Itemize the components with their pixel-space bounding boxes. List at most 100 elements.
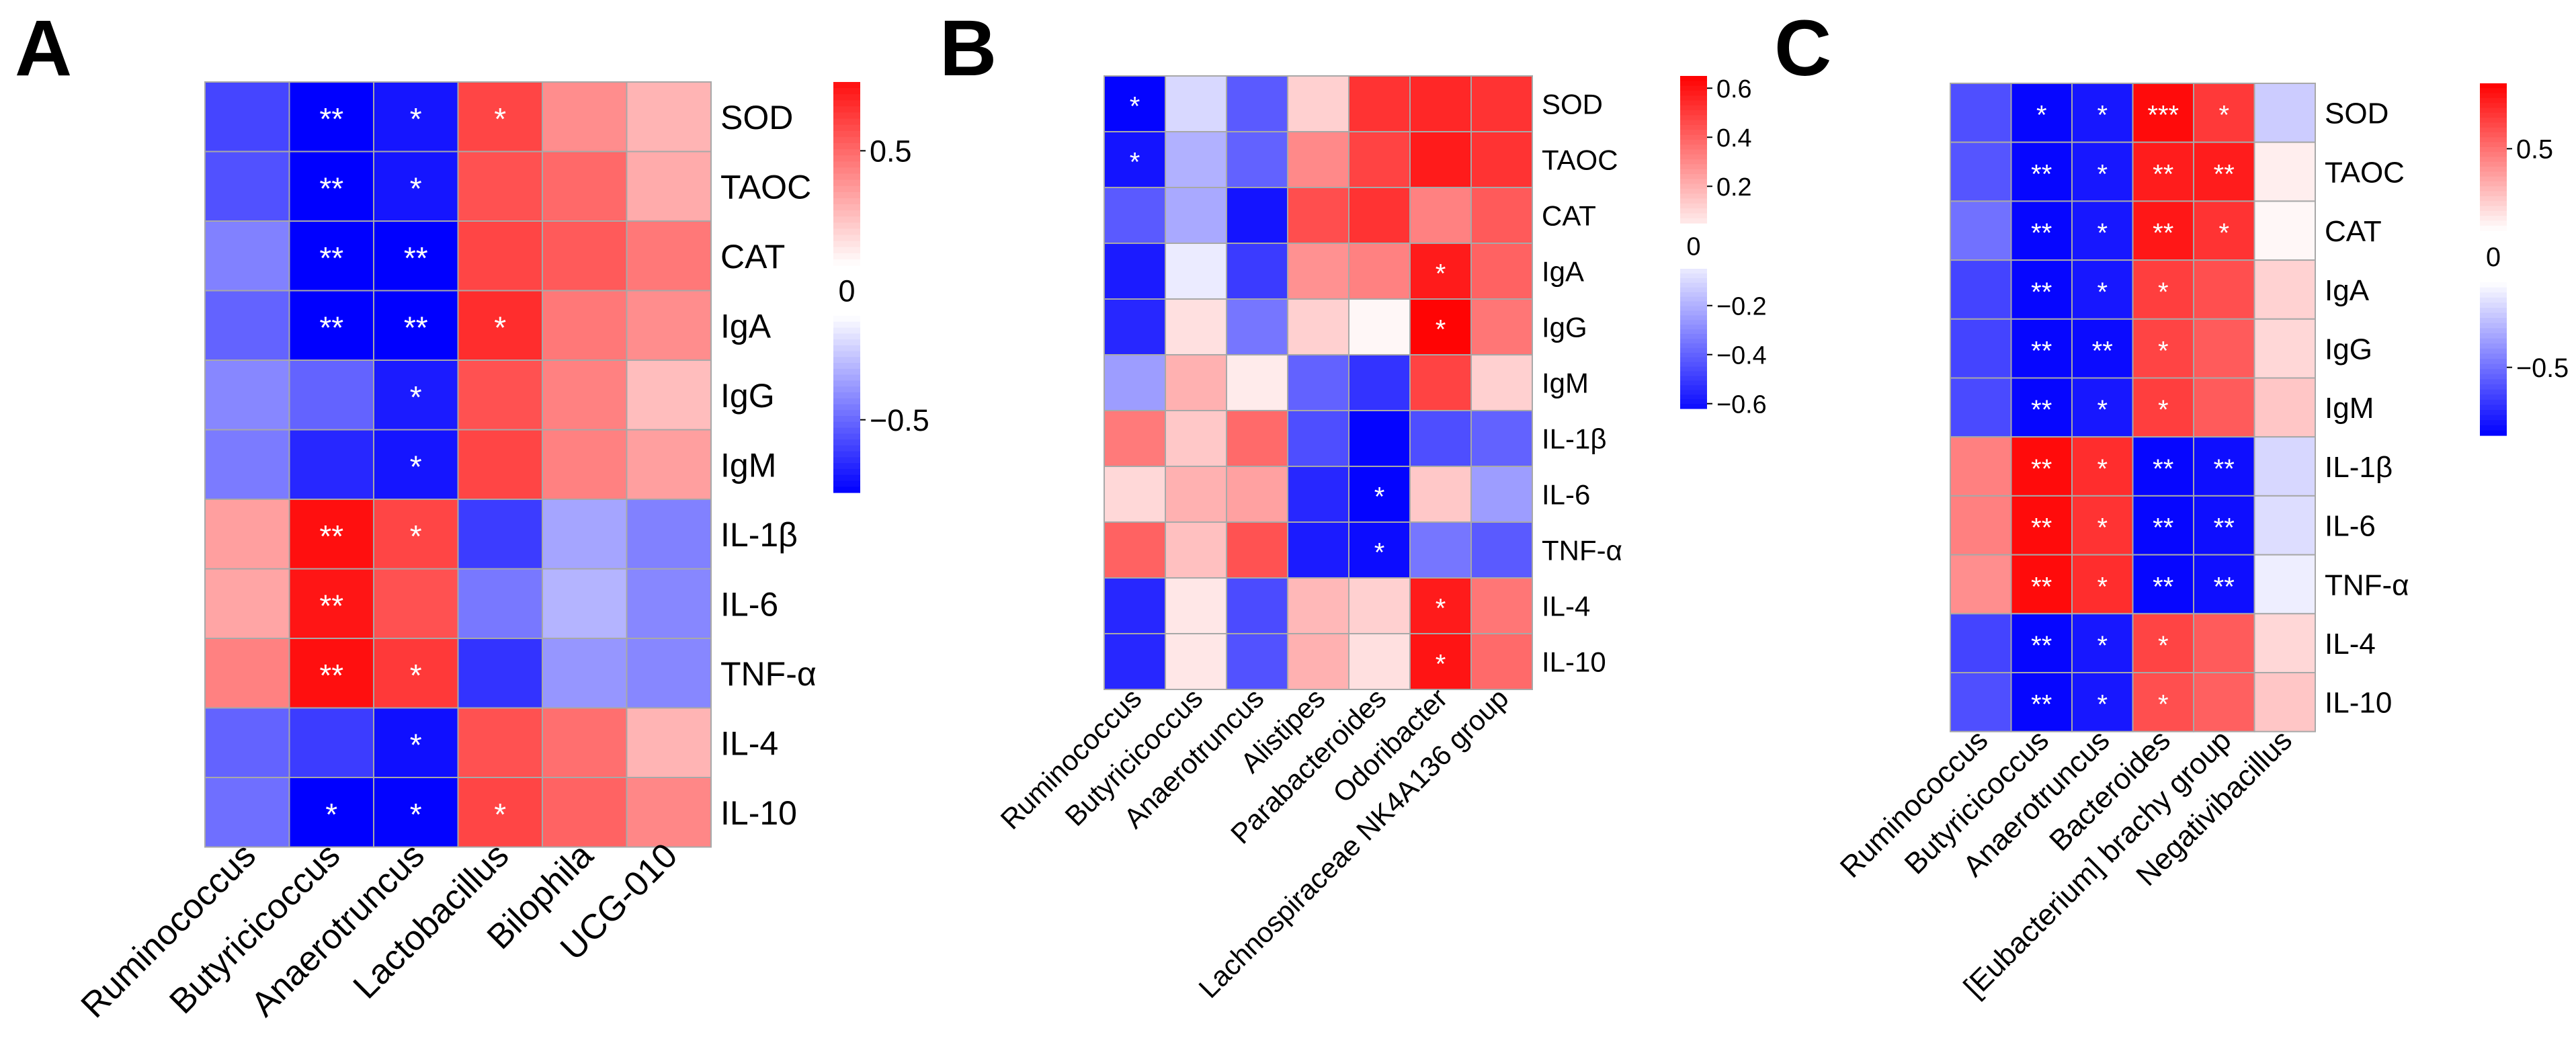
heatmap-a-cell	[204, 499, 290, 570]
colorbar-swatch	[1680, 159, 1707, 165]
colorbar-swatch	[2480, 359, 2507, 365]
heatmap-a-cell	[457, 568, 543, 639]
heatmap-c-cell	[2193, 377, 2255, 438]
heatmap-a-cell	[457, 220, 543, 292]
heatmap-b-cell	[1104, 521, 1166, 579]
heatmap-a-cell	[373, 499, 459, 570]
heatmap-a-cell	[542, 499, 628, 570]
heatmap-c-cell	[2010, 200, 2073, 261]
colorbar-swatch	[2480, 323, 2507, 329]
significance-mark: *	[2036, 101, 2047, 130]
colorbar-swatch	[2480, 394, 2507, 400]
colorbar-swatch	[2480, 142, 2507, 148]
colorbar-swatch	[1680, 174, 1707, 179]
heatmap-c-cell	[2132, 200, 2194, 261]
heatmap-b-cell	[1348, 577, 1411, 634]
colorbar-swatch	[833, 173, 860, 181]
colorbar-swatch	[833, 149, 860, 156]
significance-mark: *	[410, 380, 422, 415]
heatmap-b-row-label: TNF-α	[1542, 535, 1622, 566]
colorbar-swatch	[1680, 85, 1707, 91]
heatmap-a-cell	[626, 707, 712, 778]
colorbar-swatch	[1680, 385, 1707, 390]
heatmap-b-cell	[1104, 633, 1166, 690]
heatmap-b-cell	[1165, 187, 1227, 244]
colorbar-swatch	[1680, 371, 1707, 377]
colorbar-swatch	[1680, 287, 1707, 293]
colorbar-swatch	[1680, 105, 1707, 111]
colorbar-swatch	[833, 82, 860, 89]
colorbar-swatch	[833, 427, 860, 434]
heatmap-a-row-label: IL-4	[720, 724, 778, 762]
colorbar-swatch	[833, 130, 860, 138]
colorbar-swatch	[1680, 213, 1707, 219]
colorbar-swatch	[1680, 292, 1707, 298]
significance-mark: *	[2158, 631, 2169, 661]
heatmap-a-cell	[204, 568, 290, 639]
colorbar-swatch	[1680, 325, 1707, 330]
heatmap-c-row-label: IgA	[2325, 274, 2370, 307]
colorbar-tick-label: −0.2	[1716, 292, 1767, 321]
colorbar-swatch	[1680, 115, 1707, 121]
significance-mark: **	[319, 101, 343, 136]
heatmap-c-row-label: IL-10	[2325, 687, 2392, 720]
colorbar-swatch	[1680, 357, 1707, 363]
significance-mark: **	[2031, 395, 2052, 425]
heatmap-a-row-label: IgA	[720, 307, 772, 345]
significance-mark: *	[1436, 314, 1446, 344]
heatmap-b-cell	[1226, 354, 1288, 411]
colorbar-c: 0.5 0 −0.5	[2480, 83, 2569, 436]
heatmap-b-cell	[1104, 354, 1166, 411]
heatmap-b-cell	[1348, 298, 1411, 355]
heatmap-b-row-label: IgA	[1542, 256, 1584, 288]
colorbar-swatch	[833, 136, 860, 144]
colorbar-swatch	[833, 404, 860, 411]
colorbar-swatch	[2480, 389, 2507, 395]
significance-mark: **	[404, 310, 428, 345]
colorbar-swatch	[833, 210, 860, 217]
colorbar-swatch	[833, 374, 860, 382]
colorbar-tick-label: −0.5	[870, 403, 929, 437]
heatmap-a-cell	[626, 777, 712, 848]
colorbar-swatch	[1680, 320, 1707, 325]
heatmap-c-row-label: TNF-α	[2325, 568, 2409, 601]
colorbar-swatch	[833, 259, 860, 266]
colorbar-swatch	[833, 351, 860, 357]
heatmap-c-cell	[1950, 259, 2012, 320]
heatmap-b-cell	[1104, 298, 1166, 355]
heatmap-b-cell	[1165, 131, 1227, 188]
colorbar-swatch	[833, 88, 860, 95]
heatmap-c-cell	[1950, 495, 2012, 556]
heatmap-c: * * *** *** * ** **** * ** *** * *** ** *** * *** * ** ***…	[1834, 83, 2569, 1004]
colorbar-tick-label: −0.6	[1716, 390, 1767, 419]
colorbar-swatch	[2480, 206, 2507, 212]
colorbar-tick-label: 0.5	[870, 134, 912, 169]
panel-label-a: A	[15, 4, 72, 93]
colorbar-swatch	[833, 416, 860, 423]
significance-mark: *	[410, 658, 422, 693]
significance-mark: *	[325, 797, 337, 832]
heatmap-a-cell	[457, 81, 543, 153]
heatmap-c-cell	[2193, 259, 2255, 320]
colorbar-swatch	[2480, 181, 2507, 187]
heatmap-a-row-label: TNF-α	[720, 655, 817, 693]
heatmap-b-cell	[1348, 354, 1411, 411]
colorbar-swatch	[833, 100, 860, 107]
heatmap-a-cell	[626, 568, 712, 639]
significance-mark: **	[2031, 513, 2052, 543]
significance-mark: **	[2031, 278, 2052, 307]
colorbar-swatch	[2480, 425, 2507, 431]
significance-mark: *	[1436, 259, 1446, 288]
heatmap-c-cell	[2253, 83, 2316, 143]
heatmap-b-cell	[1165, 633, 1227, 690]
colorbar-swatch	[833, 468, 860, 476]
colorbar-swatch	[1680, 110, 1707, 116]
heatmap-b-cell	[1226, 298, 1288, 355]
colorbar-swatch	[2480, 302, 2507, 308]
colorbar-swatch	[833, 345, 860, 352]
colorbar-tick-label: −0.5	[2516, 353, 2569, 383]
significance-mark: **	[2214, 513, 2235, 543]
heatmap-a-cell	[373, 638, 459, 709]
colorbar-swatch	[2480, 333, 2507, 339]
